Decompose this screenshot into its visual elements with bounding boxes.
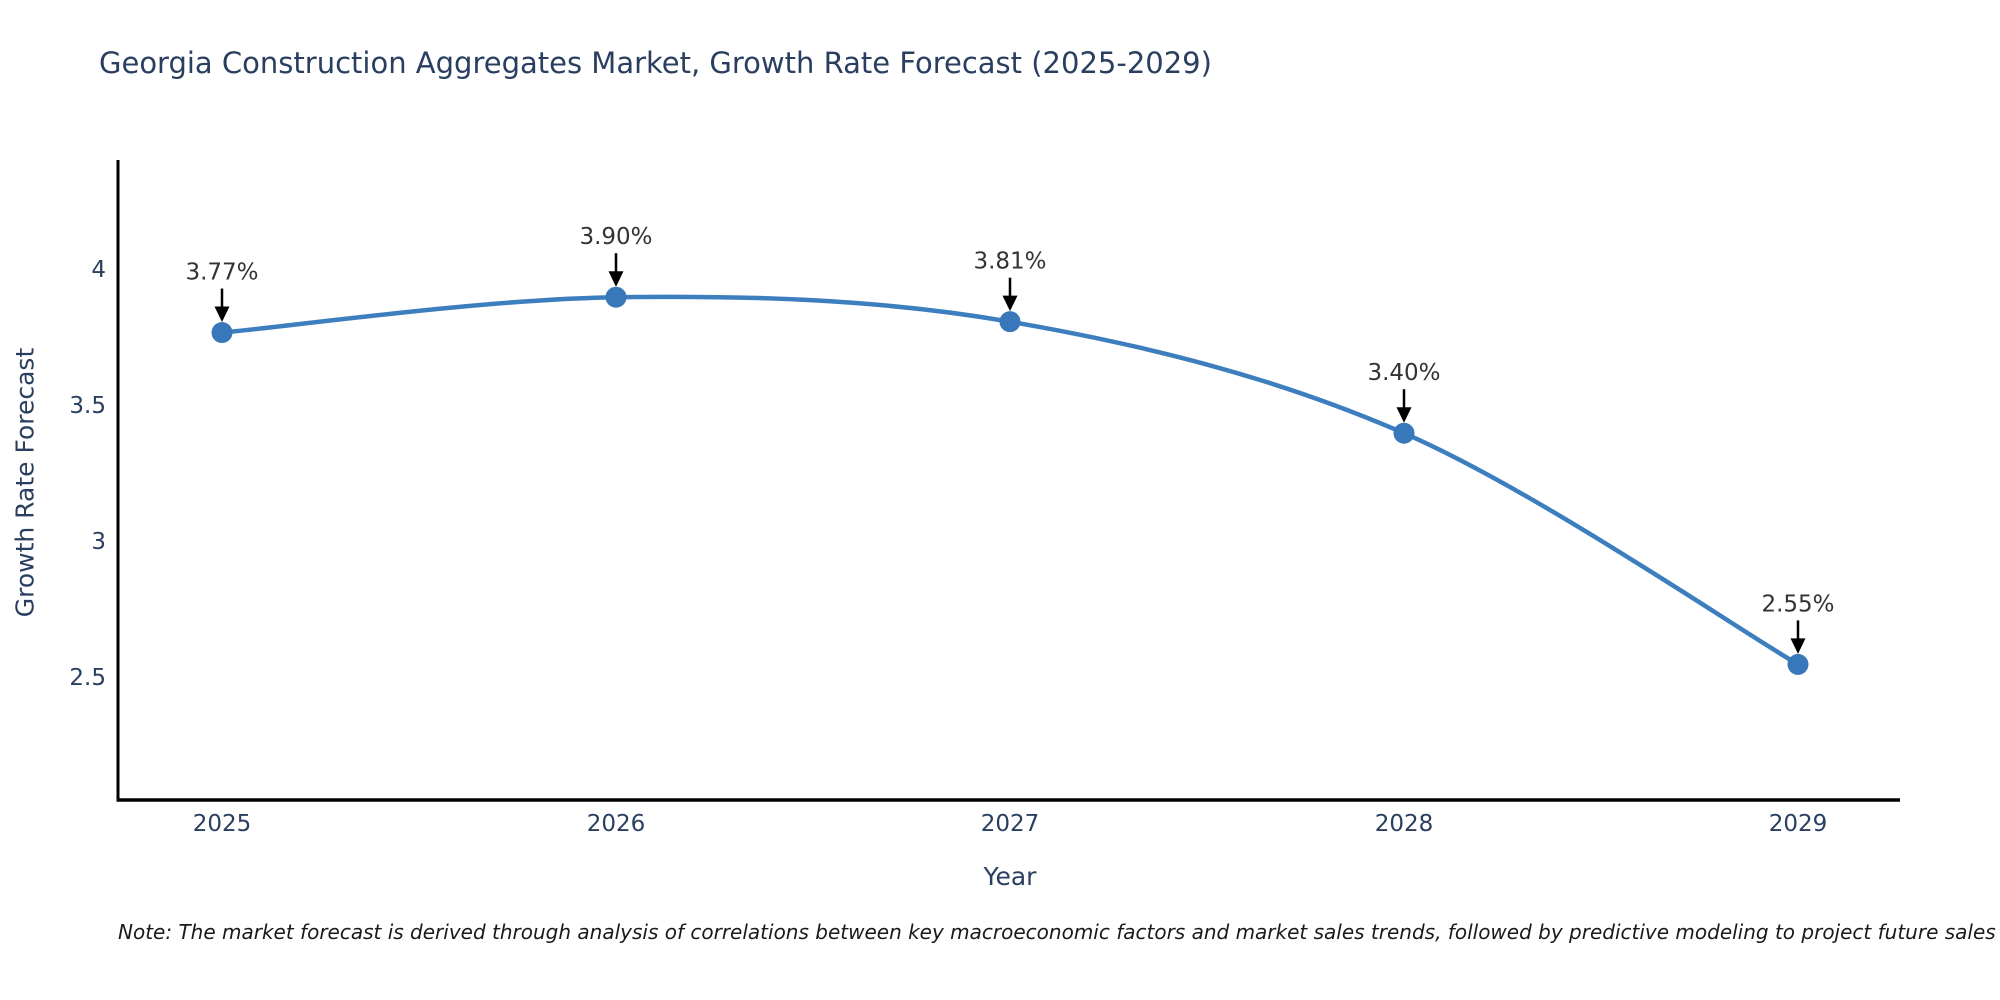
data-point-marker [1393, 422, 1415, 444]
footnote: Note: The market forecast is derived thr… [118, 920, 1996, 944]
x-axis-title: Year [983, 862, 1037, 891]
data-point-label: 2.55% [1761, 591, 1834, 617]
data-point-marker [605, 286, 627, 308]
data-point-marker [1787, 653, 1809, 675]
y-tick-label: 3 [91, 529, 106, 555]
y-tick-label: 2.5 [69, 665, 106, 691]
annotation-arrowhead [1396, 407, 1412, 423]
y-axis-tick-labels: 4 3.5 3 2.5 [69, 257, 106, 691]
annotation-arrowhead [1002, 295, 1018, 312]
y-tick-label: 3.5 [69, 393, 106, 419]
x-tick-label: 2029 [1769, 811, 1828, 837]
growth-rate-series [211, 286, 1809, 675]
x-tick-label: 2026 [587, 811, 646, 837]
y-tick-label: 4 [91, 257, 106, 283]
x-tick-label: 2027 [981, 811, 1040, 837]
data-point-label: 3.77% [185, 260, 258, 286]
chart-title: Georgia Construction Aggregates Market, … [99, 46, 1212, 80]
data-point-marker [999, 311, 1021, 333]
x-axis-tick-labels: 2025 2026 2027 2028 2029 [193, 811, 1828, 837]
annotation-arrowhead [214, 306, 230, 323]
annotation-arrowhead [608, 271, 624, 287]
data-point-annotations: 3.77% 3.90% 3.81% 3.40% 2.55% [185, 224, 1835, 654]
data-point-label: 3.81% [973, 249, 1046, 275]
data-point-label: 3.90% [579, 224, 652, 250]
x-tick-label: 2028 [1375, 811, 1434, 837]
data-point-marker [211, 322, 233, 344]
data-point-label: 3.40% [1367, 360, 1440, 386]
x-tick-label: 2025 [193, 811, 252, 837]
annotation-arrowhead [1790, 638, 1806, 654]
growth-rate-line [219, 294, 1801, 667]
y-axis-title: Growth Rate Forecast [10, 347, 40, 618]
